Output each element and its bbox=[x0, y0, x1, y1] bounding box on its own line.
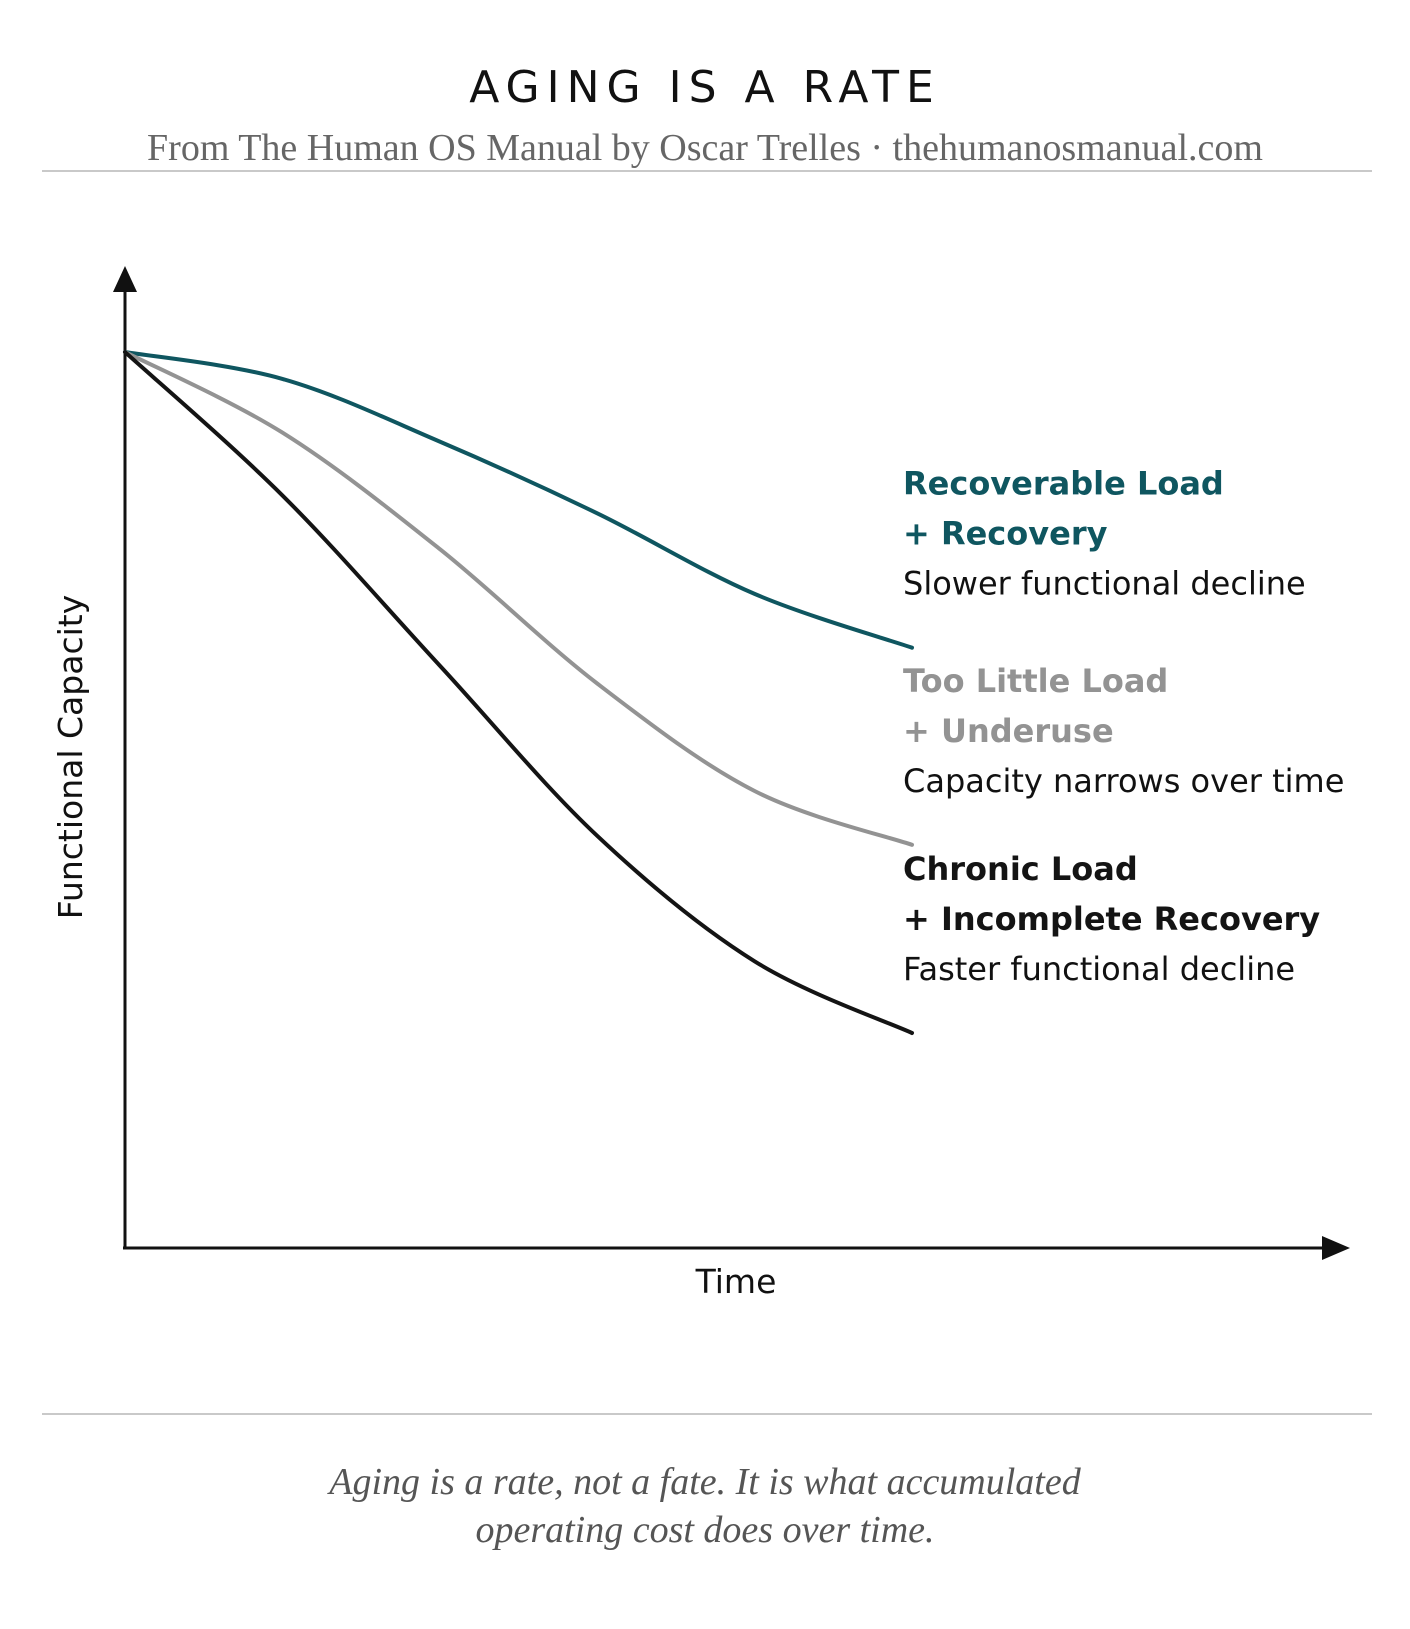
caption-line-1: Aging is a rate, not a fate. It is what … bbox=[329, 1461, 1081, 1503]
series-3-label-line-2: + Incomplete Recovery bbox=[903, 900, 1320, 938]
series-line-2 bbox=[123, 350, 914, 847]
series-line-1 bbox=[123, 350, 914, 650]
series-1-label-line-2: + Recovery bbox=[903, 515, 1108, 553]
y-axis-label: Functional Capacity bbox=[51, 595, 90, 919]
axes: Functional Capacity Time bbox=[51, 266, 1350, 1301]
series-3-label-line-1: Chronic Load bbox=[903, 850, 1138, 888]
y-axis-arrow bbox=[113, 266, 137, 292]
series-layer bbox=[123, 350, 914, 1035]
series-2-label-line-1: Too Little Load bbox=[903, 662, 1168, 700]
series-1-label-line-1: Recoverable Load bbox=[903, 465, 1224, 503]
series-2-label-line-2: + Underuse bbox=[903, 712, 1114, 750]
bottom-divider bbox=[42, 1413, 1372, 1415]
chart-title: AGING IS A RATE bbox=[469, 62, 941, 113]
series-3-description: Faster functional decline bbox=[903, 950, 1295, 988]
series-1-description: Slower functional decline bbox=[903, 565, 1306, 603]
line-chart: Functional Capacity Time Recoverable Loa… bbox=[51, 266, 1350, 1301]
series-line-3 bbox=[123, 350, 914, 1035]
x-axis-label: Time bbox=[695, 1262, 777, 1301]
chart-subtitle: From The Human OS Manual by Oscar Trelle… bbox=[147, 127, 1263, 169]
x-axis-arrow bbox=[1322, 1236, 1350, 1260]
series-labels: Recoverable Load + Recovery Slower functio… bbox=[903, 465, 1344, 988]
top-divider bbox=[42, 170, 1372, 172]
caption: Aging is a rate, not a fate. It is what … bbox=[0, 1458, 1410, 1554]
caption-line-2: operating cost does over time. bbox=[475, 1509, 935, 1551]
series-2-description: Capacity narrows over time bbox=[903, 762, 1344, 800]
